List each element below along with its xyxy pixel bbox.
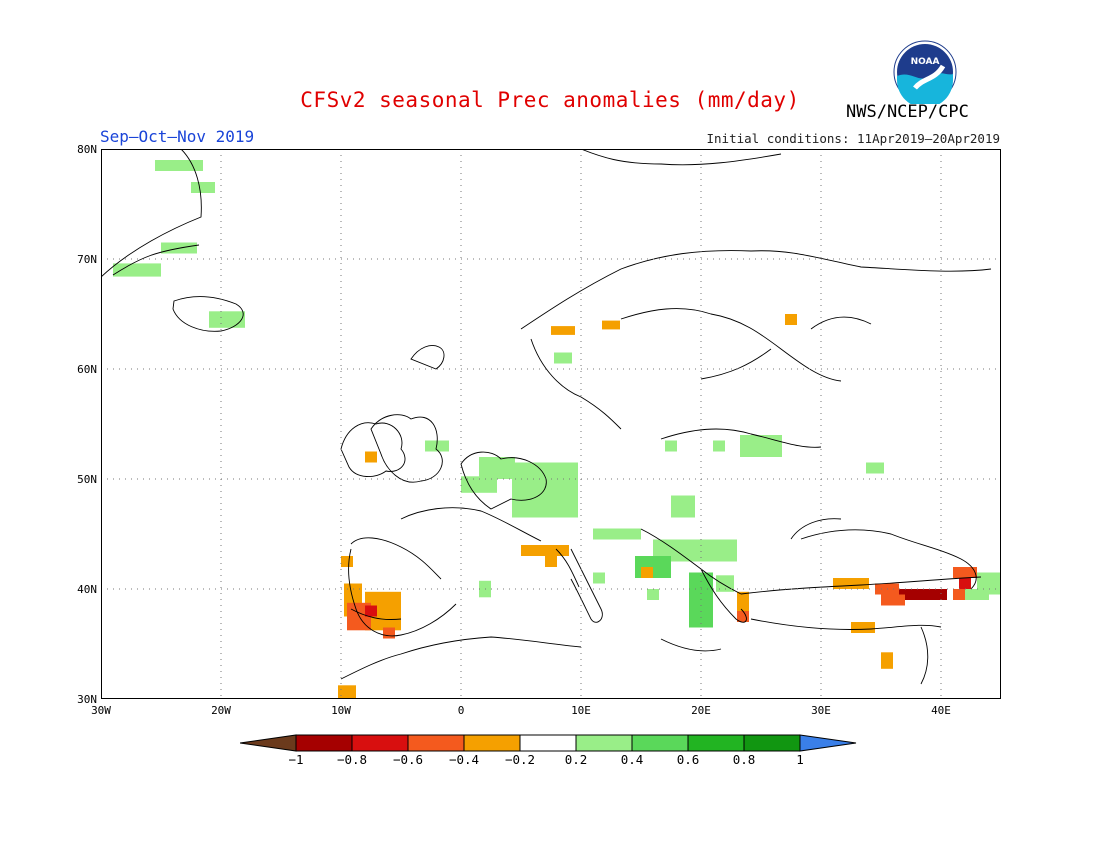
latitude-tick-label: 30N <box>77 693 97 706</box>
anomaly-cell <box>341 556 353 567</box>
anomaly-cell <box>653 539 737 562</box>
anomaly-cell <box>155 160 203 171</box>
anomaly-cell <box>641 567 653 578</box>
color-bar-high-arrow <box>799 734 857 752</box>
color-bar-segment <box>463 734 521 752</box>
anomaly-cell <box>554 352 572 364</box>
anomaly-cell <box>209 311 245 328</box>
color-bar-segment <box>631 734 689 752</box>
anomaly-cell <box>965 589 989 600</box>
anomaly-cell <box>785 314 797 325</box>
chart-title: CFSv2 seasonal Prec anomalies (mm/day) <box>300 88 800 112</box>
map-grid <box>101 149 1001 699</box>
initial-conditions-label: Initial conditions: 11Apr2019–20Apr2019 <box>706 131 1001 146</box>
color-bar-label: 1 <box>796 752 804 767</box>
color-bar-label: 0.4 <box>621 752 644 767</box>
color-bar-body <box>240 734 857 752</box>
latitude-tick-label: 50N <box>77 473 97 486</box>
anomaly-cell <box>953 589 965 600</box>
color-bar-segment <box>575 734 633 752</box>
anomaly-cell <box>602 320 620 330</box>
color-bar-low-arrow <box>240 734 297 752</box>
color-bar-segment <box>687 734 745 752</box>
anomaly-cell <box>899 589 947 600</box>
longitude-tick-label: 30W <box>91 704 111 717</box>
color-bar: −1 −0.8 −0.6 −0.4 −0.2 0.2 0.4 0.6 0.8 1 <box>240 734 857 767</box>
color-bar-segment <box>407 734 465 752</box>
anomaly-cell <box>740 435 782 457</box>
latitude-tick-label: 70N <box>77 253 97 266</box>
anomaly-cell <box>953 567 977 578</box>
anomaly-cell <box>191 182 215 193</box>
longitude-tick-label: 10W <box>331 704 351 717</box>
color-bar-label: −0.4 <box>449 752 479 767</box>
anomaly-cell <box>461 476 497 493</box>
anomaly-cell <box>881 652 893 669</box>
anomaly-cell <box>881 594 905 606</box>
anomaly-cell <box>959 578 971 589</box>
anomaly-cell <box>512 462 578 518</box>
anomaly-map <box>101 149 1001 699</box>
longitude-ticks: 30W 20W 10W 0 10E 20E 30E 40E <box>91 704 951 717</box>
latitude-ticks: 30N 40N 50N 60N 70N 80N <box>77 143 97 706</box>
anomaly-cell <box>383 627 395 639</box>
coastlines <box>101 149 992 685</box>
latitude-tick-label: 60N <box>77 363 97 376</box>
agency-label: NWS/NCEP/CPC <box>846 102 969 122</box>
anomaly-cell <box>665 440 677 452</box>
anomaly-cell <box>338 685 356 699</box>
anomaly-cell <box>833 578 869 589</box>
color-bar-label: 0.6 <box>677 752 700 767</box>
longitude-tick-label: 30E <box>811 704 831 717</box>
color-bar-segment <box>519 734 577 752</box>
longitude-tick-label: 0 <box>458 704 465 717</box>
anomaly-cell <box>545 556 557 567</box>
map-frame <box>101 149 1001 699</box>
anomaly-cell <box>521 545 569 556</box>
season-label: Sep–Oct–Nov 2019 <box>100 127 255 146</box>
anomaly-cell <box>593 528 641 540</box>
color-bar-label: 0.2 <box>565 752 588 767</box>
color-bar-label: −0.6 <box>393 752 423 767</box>
color-bar-segment <box>351 734 409 752</box>
color-bar-label: −0.2 <box>505 752 535 767</box>
anomaly-cells <box>113 160 1001 699</box>
longitude-tick-label: 10E <box>571 704 591 717</box>
anomaly-cell <box>365 605 377 617</box>
logo-text: NOAA <box>911 57 940 67</box>
anomaly-cell <box>551 326 575 335</box>
color-bar-label: 0.8 <box>733 752 756 767</box>
anomaly-cell <box>113 263 161 277</box>
anomaly-cell <box>866 462 884 474</box>
latitude-tick-label: 80N <box>77 143 97 156</box>
color-bar-segment <box>295 734 353 752</box>
anomaly-cell <box>851 622 875 633</box>
anomaly-cell <box>365 451 377 463</box>
noaa-logo: NOAA <box>893 40 957 104</box>
anomaly-cell <box>671 495 695 518</box>
longitude-tick-label: 20E <box>691 704 711 717</box>
anomaly-cell <box>647 589 659 600</box>
longitude-tick-label: 40E <box>931 704 951 717</box>
longitude-tick-label: 20W <box>211 704 231 717</box>
color-bar-segment <box>743 734 801 752</box>
color-bar-label: −0.8 <box>337 752 367 767</box>
color-bar-labels: −1 −0.8 −0.6 −0.4 −0.2 0.2 0.4 0.6 0.8 1 <box>288 752 803 767</box>
anomaly-cell <box>479 457 515 479</box>
anomaly-cell <box>593 572 605 584</box>
latitude-tick-label: 40N <box>77 583 97 596</box>
anomaly-cell <box>737 611 749 622</box>
color-bar-label: −1 <box>288 752 303 767</box>
anomaly-cell <box>713 440 725 452</box>
